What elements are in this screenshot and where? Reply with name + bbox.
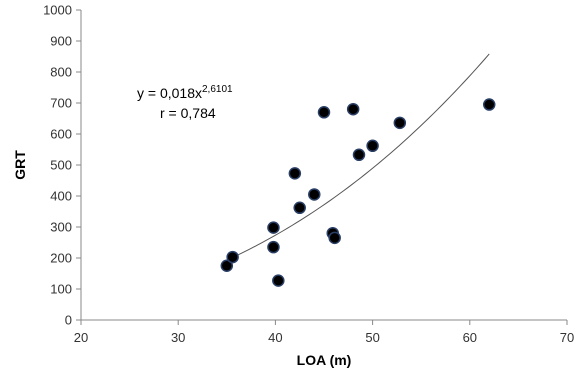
y-tick-label: 800: [50, 65, 72, 80]
y-tick-label: 600: [50, 127, 72, 142]
x-tick-label: 20: [74, 330, 88, 345]
x-tick-label: 60: [463, 330, 477, 345]
data-point: [267, 221, 280, 234]
x-axis: 20 30 40 50 60 70: [74, 319, 574, 345]
correlation-label: r = 0,784: [160, 105, 216, 121]
data-point: [288, 167, 302, 180]
data-point: [220, 259, 234, 272]
y-tick-label: 700: [50, 96, 72, 111]
fit-equation: y = 0,018x2,6101: [137, 84, 233, 101]
y-axis: 0 100 200 300 400 500 600 700 800 900 1000: [43, 3, 82, 328]
data-point: [393, 116, 407, 130]
x-tick-label: 30: [171, 330, 185, 345]
y-axis-label: GRT: [12, 150, 28, 180]
trendline: [231, 53, 490, 259]
x-tick-label: 50: [365, 330, 379, 345]
y-tick-label: 0: [65, 313, 72, 328]
y-tick-label: 500: [50, 158, 72, 173]
x-tick-label: 40: [268, 330, 282, 345]
data-point: [293, 201, 306, 215]
y-tick-label: 900: [50, 34, 72, 49]
x-tick-label: 70: [560, 330, 574, 345]
x-axis-label: LOA (m): [297, 352, 352, 368]
data-point: [352, 148, 366, 162]
data-points: [220, 98, 496, 287]
data-point: [317, 106, 331, 119]
data-point: [346, 102, 360, 116]
data-point: [308, 188, 321, 201]
y-tick-label: 1000: [43, 3, 72, 18]
data-point: [267, 240, 280, 254]
data-point: [226, 250, 239, 264]
y-tick-label: 200: [50, 251, 72, 266]
y-tick-label: 100: [50, 282, 72, 297]
y-tick-label: 300: [50, 220, 72, 235]
data-point: [328, 231, 341, 245]
y-tick-label: 400: [50, 189, 72, 204]
data-point: [482, 98, 496, 111]
data-point: [366, 139, 379, 153]
data-point: [272, 274, 285, 287]
